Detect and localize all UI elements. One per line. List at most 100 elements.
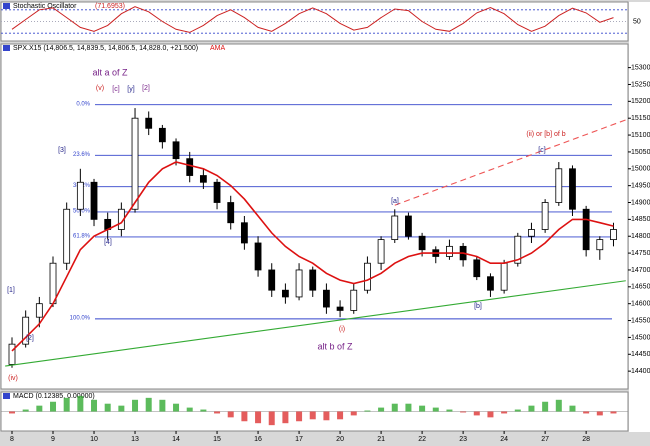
y-tick-label: 14800 bbox=[631, 233, 650, 240]
candle-body bbox=[199, 175, 207, 183]
trendline bbox=[5, 280, 626, 367]
macd-bar bbox=[118, 405, 125, 412]
macd-bar bbox=[542, 401, 549, 412]
candle-body bbox=[49, 262, 57, 305]
legend-entry: AMA bbox=[210, 45, 226, 52]
candle-body bbox=[418, 235, 426, 251]
candle-body bbox=[213, 181, 221, 203]
annotation: (i) bbox=[339, 326, 345, 333]
annotation: [4] bbox=[104, 239, 112, 246]
macd-bar bbox=[337, 411, 344, 420]
macd-bar bbox=[309, 411, 316, 420]
macd-bar bbox=[610, 411, 617, 414]
macd-bar bbox=[528, 405, 535, 412]
macd-bar bbox=[200, 409, 207, 412]
right-axis bbox=[629, 2, 650, 432]
stoch-value: (71.6953) bbox=[95, 3, 125, 10]
macd-bar bbox=[350, 411, 357, 416]
candle-body bbox=[364, 262, 371, 291]
candle-body bbox=[555, 168, 563, 203]
macd-bar bbox=[173, 403, 180, 412]
price-panel bbox=[0, 43, 629, 390]
macd-bar bbox=[583, 411, 590, 414]
macd-bar bbox=[104, 403, 111, 412]
x-tick-label: 17 bbox=[295, 436, 303, 443]
annotation: [a] bbox=[391, 198, 399, 205]
x-tick-label: 28 bbox=[582, 436, 590, 443]
y-tick-label: 14950 bbox=[631, 182, 650, 189]
fib-label: 50.0% bbox=[73, 209, 91, 215]
macd-bar bbox=[378, 407, 385, 412]
macd-bar bbox=[214, 411, 221, 414]
candle-body bbox=[227, 202, 235, 224]
x-tick-label: 27 bbox=[541, 436, 549, 443]
macd-bar bbox=[405, 403, 412, 412]
y-tick-label: 15300 bbox=[631, 64, 650, 71]
y-tick-label: 50 bbox=[633, 18, 641, 25]
candle-body bbox=[63, 208, 71, 264]
macd-bar bbox=[268, 411, 275, 426]
macd-bar bbox=[22, 409, 29, 412]
macd-bar bbox=[501, 411, 508, 414]
macd-bar bbox=[159, 399, 166, 412]
candle-body bbox=[541, 202, 549, 230]
annotation: [b] bbox=[474, 303, 482, 310]
macd-bar bbox=[63, 397, 70, 412]
candle-body bbox=[76, 181, 84, 210]
candle-body bbox=[35, 303, 43, 318]
candle-body bbox=[8, 343, 16, 365]
y-tick-label: 14600 bbox=[631, 301, 650, 308]
y-tick-label: 14650 bbox=[631, 284, 650, 291]
y-tick-label: 14450 bbox=[631, 351, 650, 358]
price-title: SPX.X15 (14,806.5, 14,839.5, 14,806.5, 1… bbox=[13, 45, 198, 52]
x-tick-label: 23 bbox=[459, 436, 467, 443]
candle-body bbox=[487, 276, 494, 291]
y-tick-label: 14900 bbox=[631, 199, 650, 206]
candle-body bbox=[22, 316, 30, 345]
y-tick-label: 14850 bbox=[631, 216, 650, 223]
annotation: (v) bbox=[96, 85, 104, 92]
x-tick-label: 10 bbox=[90, 436, 98, 443]
annotation: [2] bbox=[142, 85, 150, 92]
candle-body bbox=[323, 289, 330, 308]
macd-bar bbox=[364, 410, 371, 412]
candle-body bbox=[281, 289, 289, 298]
candle-body bbox=[309, 269, 317, 291]
candle-body bbox=[268, 269, 276, 291]
fib-label: 100.0% bbox=[70, 315, 91, 321]
macd-bar bbox=[569, 405, 576, 412]
y-tick-label: 14550 bbox=[631, 317, 650, 324]
y-tick-label: 15250 bbox=[631, 81, 650, 88]
candle-body bbox=[131, 117, 139, 210]
y-tick-label: 14750 bbox=[631, 250, 650, 257]
candle-body bbox=[158, 127, 166, 143]
annotation: [2] bbox=[26, 335, 34, 342]
annotation: [c] bbox=[538, 147, 545, 154]
candle-body bbox=[473, 259, 481, 278]
x-tick-label: 16 bbox=[254, 436, 262, 443]
macd-bar bbox=[419, 405, 426, 412]
x-tick-label: 8 bbox=[10, 436, 14, 443]
icon bbox=[3, 393, 10, 399]
candle-body bbox=[254, 242, 262, 271]
candle-body bbox=[377, 239, 385, 264]
x-tick-label: 13 bbox=[131, 436, 139, 443]
macd-bar bbox=[487, 411, 494, 418]
macd-bar bbox=[446, 409, 453, 412]
candle-body bbox=[186, 158, 194, 176]
candle-body bbox=[350, 289, 358, 311]
macd-bar bbox=[241, 411, 248, 422]
candle-body bbox=[610, 229, 617, 241]
macd-bar bbox=[460, 411, 467, 413]
x-tick-label: 24 bbox=[500, 436, 508, 443]
candle-body bbox=[446, 245, 453, 257]
stochastic-line bbox=[11, 6, 614, 33]
macd-bar bbox=[227, 411, 234, 418]
macd-bar bbox=[186, 407, 193, 412]
y-tick-label: 15200 bbox=[631, 98, 650, 105]
macd-bar bbox=[391, 403, 398, 412]
annotation: (iv) bbox=[8, 375, 18, 382]
macd-bar bbox=[323, 411, 330, 421]
icon bbox=[3, 3, 10, 9]
macd-bar bbox=[77, 395, 84, 412]
